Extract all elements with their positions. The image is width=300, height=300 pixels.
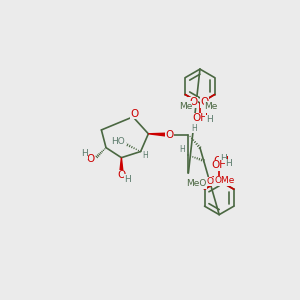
- Text: O: O: [200, 97, 209, 107]
- Polygon shape: [148, 133, 165, 136]
- Text: O: O: [189, 97, 197, 107]
- Text: H: H: [192, 124, 197, 133]
- Text: H: H: [206, 116, 213, 124]
- Text: H: H: [220, 154, 226, 163]
- Text: H: H: [81, 149, 88, 158]
- Text: OH: OH: [192, 113, 208, 123]
- Text: H: H: [142, 151, 148, 160]
- Text: Me: Me: [204, 102, 218, 111]
- Text: OMe: OMe: [214, 176, 235, 185]
- Text: OH: OH: [211, 160, 227, 170]
- Text: O: O: [210, 176, 218, 186]
- Text: O: O: [117, 170, 125, 180]
- Text: O: O: [86, 154, 95, 164]
- Text: H: H: [124, 175, 131, 184]
- Text: H: H: [225, 159, 232, 168]
- Text: O: O: [165, 130, 173, 140]
- Text: MeO: MeO: [186, 179, 206, 188]
- Text: O: O: [130, 109, 139, 119]
- Text: H: H: [179, 145, 185, 154]
- Text: OH: OH: [213, 156, 229, 166]
- Text: OMe: OMe: [207, 177, 227, 186]
- Polygon shape: [120, 158, 123, 170]
- Text: Me: Me: [179, 102, 192, 111]
- Text: HO: HO: [112, 137, 125, 146]
